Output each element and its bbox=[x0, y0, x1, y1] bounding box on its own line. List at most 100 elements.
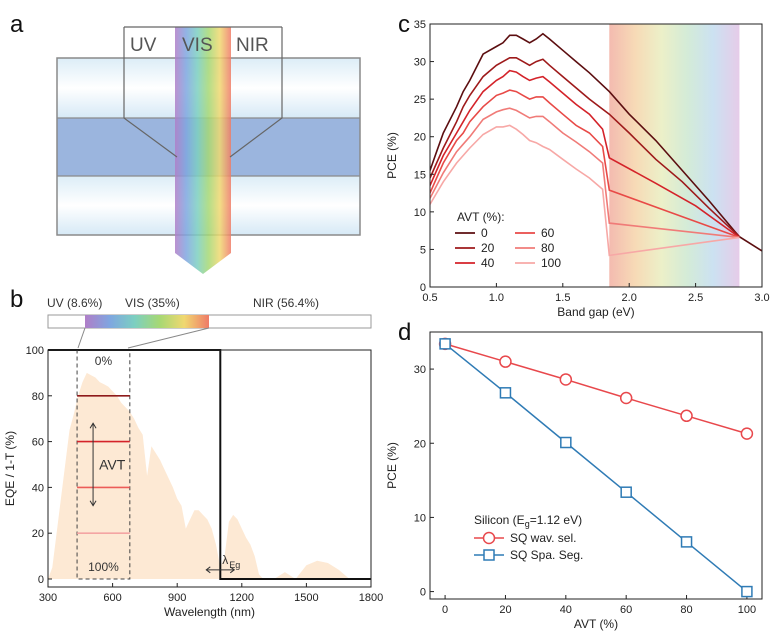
data-point-circle bbox=[619, 391, 633, 405]
panel-d-ytick-label: 0 bbox=[420, 587, 426, 599]
panel-c-xtick-label: 0.5 bbox=[422, 292, 437, 304]
panel-b-ytick-label: 80 bbox=[32, 391, 44, 403]
panel-b-xtick-label: 1800 bbox=[359, 592, 383, 604]
panel-c-plot-frame bbox=[429, 23, 763, 288]
spectrum-bar-nir-label: NIR (56.4%) bbox=[253, 296, 319, 310]
legend-label-square: SQ Spa. Seg. bbox=[510, 548, 583, 562]
series-line-circle bbox=[444, 343, 748, 435]
series-line-avt-60 bbox=[430, 89, 740, 239]
legend-title: AVT (%): bbox=[457, 210, 505, 224]
legend-marker-square bbox=[483, 549, 495, 561]
panel-label-c: c bbox=[398, 11, 410, 38]
panel-d-xtick-label: 0 bbox=[442, 604, 448, 616]
legend-title: Silicon (Eg=1.12 eV) bbox=[474, 513, 582, 529]
panel-d-xtick-label: 60 bbox=[620, 604, 632, 616]
panel-b-ytick-label: 20 bbox=[32, 528, 44, 540]
spectrum-bar-link-left bbox=[77, 327, 86, 349]
panel-b-xtick-label: 1200 bbox=[230, 592, 254, 604]
panel-b-xtick-label: 600 bbox=[103, 592, 121, 604]
series-line-avt-40 bbox=[430, 69, 740, 239]
legend-label-avt-60: 60 bbox=[541, 226, 555, 240]
panel-c-xtick-label: 1.5 bbox=[555, 292, 570, 304]
panel-d-x-axis-label: AVT (%) bbox=[574, 617, 618, 631]
panel-a-diagram: UV VIS NIR bbox=[56, 26, 361, 274]
data-point-circle bbox=[559, 373, 573, 386]
series-line-avt-0 bbox=[430, 32, 762, 252]
panel-b-xtick-label: 900 bbox=[168, 592, 186, 604]
series-line-avt-80 bbox=[430, 107, 740, 239]
panel-c-xtick-label: 3.0 bbox=[754, 292, 769, 304]
nir-label: NIR bbox=[236, 35, 269, 56]
panel-c-xtick-label: 2.0 bbox=[622, 292, 637, 304]
legend-label-circle: SQ wav. sel. bbox=[510, 531, 576, 545]
data-point-square bbox=[680, 536, 693, 548]
panel-c-ytick-label: 10 bbox=[414, 207, 426, 219]
panel-c-x-axis-label: Band gap (eV) bbox=[557, 305, 634, 319]
panel-b-y-axis-label: EQE / 1-T (%) bbox=[3, 431, 17, 506]
panel-c-ytick-label: 25 bbox=[414, 94, 426, 106]
panel-c-ytick-label: 0 bbox=[420, 282, 426, 294]
panel-d-ytick-label: 20 bbox=[414, 438, 426, 450]
avt-arrow-head-down bbox=[89, 500, 97, 507]
data-point-circle bbox=[499, 355, 512, 368]
series-line-square bbox=[444, 343, 748, 593]
avt-bottom-label: 100% bbox=[88, 560, 119, 574]
panel-label-d: d bbox=[398, 319, 411, 346]
avt-label: AVT bbox=[99, 456, 126, 472]
data-point-square bbox=[560, 436, 572, 449]
panel-b-ytick-label: 0 bbox=[38, 574, 44, 586]
panel-d-xtick-label: 20 bbox=[499, 604, 511, 616]
legend-title-main: Silicon (E bbox=[474, 513, 525, 527]
data-point-square bbox=[499, 387, 512, 399]
series-line-avt-20 bbox=[430, 57, 740, 238]
legend-label-avt-20: 20 bbox=[481, 241, 495, 255]
eg-arrow-head-left bbox=[205, 566, 211, 574]
spectrum-bar-vis-label: VIS (35%) bbox=[125, 296, 180, 310]
panel-label-a: a bbox=[10, 11, 24, 38]
legend-label-avt-100: 100 bbox=[541, 256, 561, 270]
panel-c-chart: 0.5 1.0 1.5 2.0 2.5 3.0 0 5 10 15 20 25 30 35 Band gap… bbox=[385, 19, 770, 319]
avt-top-label: 0% bbox=[95, 354, 113, 368]
panel-d-plot-frame bbox=[429, 331, 763, 600]
panel-d-xtick-label: 80 bbox=[680, 604, 692, 616]
legend-title-subscript: g bbox=[525, 519, 530, 529]
vis-label: VIS bbox=[182, 35, 213, 56]
data-point-circle bbox=[680, 409, 693, 423]
panel-b-plot-frame bbox=[47, 349, 372, 588]
visible-bandgap-band bbox=[609, 24, 740, 287]
panel-d-xtick-label: 100 bbox=[738, 604, 756, 616]
panel-c-ytick-label: 15 bbox=[414, 169, 426, 181]
panel-b-x-axis-label: Wavelength (nm) bbox=[164, 605, 255, 619]
uv-ray bbox=[123, 27, 178, 158]
legend-title-tail: =1.12 eV) bbox=[530, 513, 582, 527]
solar-spectrum-area bbox=[48, 372, 371, 579]
panel-d-xtick-label: 40 bbox=[560, 604, 572, 616]
series-line-avt-100 bbox=[430, 124, 740, 257]
panel-c-ytick-label: 35 bbox=[414, 19, 426, 31]
panel-b-spectrum-bar: UV (8.6%) VIS (35%) NIR (56.4%) bbox=[47, 296, 372, 349]
panel-d-ytick-label: 30 bbox=[414, 364, 426, 376]
panel-c-ytick-label: 20 bbox=[414, 132, 426, 144]
spectrum-bar-uv-label: UV (8.6%) bbox=[47, 296, 102, 310]
eg-subscript-label: Eg bbox=[229, 560, 240, 570]
visible-window-box bbox=[76, 349, 131, 580]
panel-c-y-axis-label: PCE (%) bbox=[385, 132, 399, 179]
panel-c-xtick-label: 1.0 bbox=[489, 292, 504, 304]
panel-b-ytick-label: 100 bbox=[26, 345, 44, 357]
panel-b-ytick-label: 60 bbox=[32, 437, 44, 449]
panel-b-xtick-label: 1500 bbox=[294, 592, 318, 604]
legend-marker-circle bbox=[482, 531, 496, 545]
panel-d-chart: 0 20 40 60 80 100 0 10 20 30 AVT (%) PCE (%) Silicon… bbox=[385, 331, 763, 631]
nir-ray bbox=[229, 27, 283, 158]
eg-arrow-head-right bbox=[229, 566, 236, 574]
panel-c-ytick-label: 30 bbox=[414, 57, 426, 69]
uv-label: UV bbox=[130, 35, 157, 56]
data-point-square bbox=[620, 486, 632, 498]
data-point-square bbox=[439, 338, 451, 350]
legend-label-avt-0: 0 bbox=[481, 226, 488, 240]
panel-b-chart: 0% 100% AVT λ Eg 300 600 900 1200 1500 1800 0 20 40 60… bbox=[3, 345, 383, 619]
panel-b-ytick-label: 40 bbox=[32, 482, 44, 494]
data-point-circle bbox=[740, 427, 754, 440]
visible-light-beam bbox=[175, 27, 231, 274]
